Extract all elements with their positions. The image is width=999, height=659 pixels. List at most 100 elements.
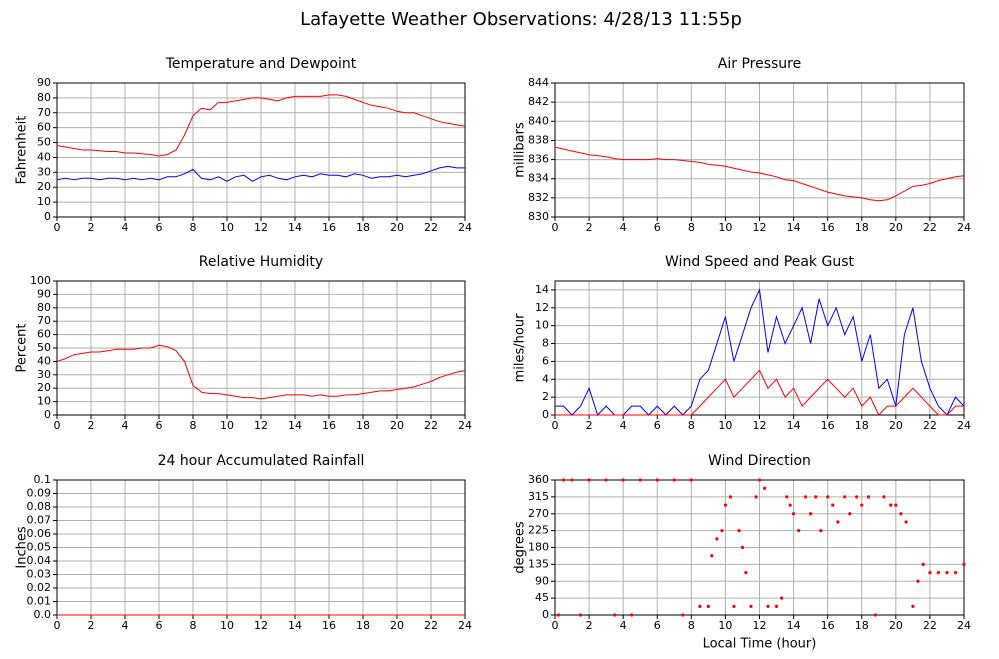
data-point — [826, 495, 830, 499]
data-point — [681, 613, 685, 617]
data-point — [904, 520, 908, 524]
y-tick-label: 30 — [37, 165, 51, 178]
x-tick-label: 8 — [190, 221, 197, 234]
x-tick-label: 6 — [156, 221, 163, 234]
data-point — [953, 571, 958, 575]
y-tick-label: 50 — [37, 341, 51, 354]
plot-frame — [554, 82, 965, 218]
x-tick-label: 10 — [220, 221, 234, 234]
x-tick-label: 18 — [356, 619, 370, 632]
data-point — [754, 495, 758, 499]
plot-frame — [554, 280, 965, 416]
x-tick-label: 0 — [54, 619, 61, 632]
data-point — [774, 604, 779, 608]
x-tick-label: 0 — [552, 619, 559, 632]
x-tick-label: 20 — [390, 619, 404, 632]
y-tick-label: 70 — [37, 106, 51, 119]
x-tick-label: 2 — [88, 419, 95, 432]
y-tick-label: 0.1 — [34, 473, 52, 486]
data-point — [604, 478, 608, 482]
data-line — [555, 369, 964, 416]
data-point — [689, 478, 693, 482]
y-axis-label: millibars — [513, 122, 528, 178]
y-tick-label: 0 — [542, 608, 549, 621]
x-tick-label: 24 — [957, 419, 971, 432]
data-point — [791, 512, 796, 516]
y-tick-label: 10 — [37, 195, 51, 208]
data-point — [860, 503, 864, 507]
data-line — [554, 146, 965, 202]
x-tick-label: 6 — [156, 619, 163, 632]
y-tick-label: 0.06 — [27, 527, 52, 540]
x-tick-label: 14 — [288, 419, 302, 432]
y-tick-label: 0 — [542, 408, 549, 421]
y-tick-label: 40 — [37, 150, 51, 163]
y-tick-label: 0.03 — [27, 568, 52, 581]
y-tick-label: 8 — [542, 337, 549, 350]
y-tick-label: 315 — [528, 490, 549, 503]
x-tick-label: 16 — [322, 619, 336, 632]
y-tick-label: 12 — [535, 301, 549, 314]
x-tick-label: 12 — [753, 619, 767, 632]
y-tick-label: 20 — [37, 381, 51, 394]
data-line — [56, 94, 466, 157]
y-axis-label: miles/hour — [513, 313, 528, 382]
x-tick-label: 10 — [220, 619, 234, 632]
x-tick-label: 14 — [288, 619, 302, 632]
x-tick-label: 10 — [220, 419, 234, 432]
x-tick-label: 4 — [620, 419, 627, 432]
x-tick-label: 20 — [889, 619, 903, 632]
y-tick-label: 60 — [37, 328, 51, 341]
data-point — [797, 529, 801, 533]
plot-frame — [56, 280, 466, 416]
x-tick-label: 12 — [254, 619, 268, 632]
x-tick-label: 6 — [156, 419, 163, 432]
y-tick-label: 844 — [528, 76, 549, 89]
x-tick-label: 18 — [356, 221, 370, 234]
x-tick-label: 0 — [552, 221, 559, 234]
data-point — [763, 486, 767, 490]
x-tick-label: 8 — [688, 619, 695, 632]
y-tick-label: 80 — [37, 301, 51, 314]
x-tick-label: 4 — [620, 221, 627, 234]
x-tick-label: 22 — [923, 419, 937, 432]
y-tick-label: 30 — [37, 368, 51, 381]
x-tick-label: 8 — [688, 221, 695, 234]
x-tick-label: 24 — [957, 619, 971, 632]
data-point — [921, 562, 925, 566]
x-tick-label: 16 — [821, 619, 835, 632]
data-point — [855, 495, 859, 499]
data-line — [56, 165, 465, 182]
y-tick-label: 830 — [528, 210, 549, 223]
data-point — [788, 503, 792, 507]
data-point — [962, 562, 966, 566]
x-tick-label: 14 — [787, 419, 801, 432]
y-tick-label: 70 — [37, 314, 51, 327]
y-tick-label: 6 — [542, 354, 549, 367]
y-tick-label: 135 — [528, 557, 549, 570]
data-point — [819, 529, 823, 533]
y-tick-label: 0.07 — [27, 514, 52, 527]
x-tick-label: 14 — [288, 221, 302, 234]
panel-title: 24 hour Accumulated Rainfall — [158, 453, 365, 469]
data-point — [732, 604, 736, 608]
x-tick-label: 22 — [923, 221, 937, 234]
data-point — [561, 478, 566, 482]
data-point — [757, 478, 762, 482]
data-point — [744, 571, 748, 575]
y-axis-label: degrees — [513, 521, 528, 574]
data-point — [889, 503, 893, 507]
y-tick-label: 2 — [542, 390, 549, 403]
data-point — [720, 529, 724, 533]
data-point — [785, 495, 789, 499]
data-point — [578, 613, 583, 617]
data-point — [715, 537, 719, 541]
y-tick-label: 0 — [44, 408, 51, 421]
data-point — [737, 529, 741, 533]
data-point — [780, 596, 784, 600]
y-tick-label: 0.05 — [27, 541, 52, 554]
x-tick-label: 24 — [957, 221, 971, 234]
y-tick-label: 90 — [535, 574, 549, 587]
